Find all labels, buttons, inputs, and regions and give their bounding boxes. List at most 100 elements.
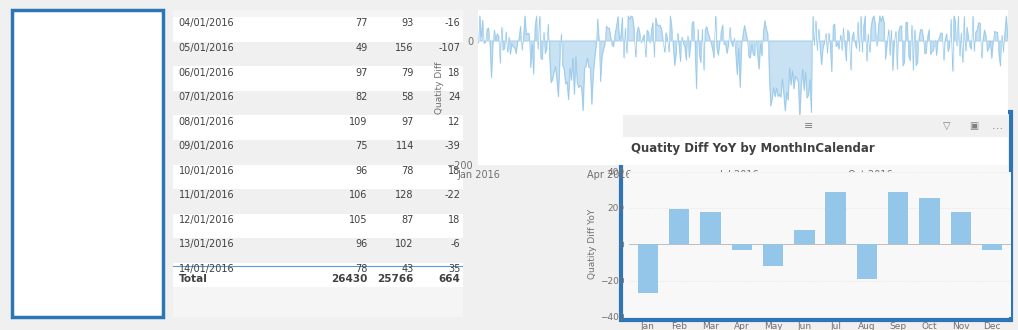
Text: 97: 97 xyxy=(401,116,414,127)
Text: 12/01/2016: 12/01/2016 xyxy=(179,215,234,225)
Text: 25766: 25766 xyxy=(378,274,414,284)
Text: 106: 106 xyxy=(349,190,367,200)
Text: 12: 12 xyxy=(448,116,460,127)
Text: 96: 96 xyxy=(355,166,367,176)
Text: ▽: ▽ xyxy=(110,18,116,27)
Text: 114: 114 xyxy=(395,141,414,151)
Text: 43: 43 xyxy=(402,264,414,274)
Text: 11/01/2016: 11/01/2016 xyxy=(179,190,234,200)
Text: 78: 78 xyxy=(401,166,414,176)
Text: Apr 2016: Apr 2016 xyxy=(49,113,93,123)
Text: 58: 58 xyxy=(401,92,414,102)
Bar xyxy=(982,244,1003,249)
Bar xyxy=(173,263,463,287)
Text: Jun 2016: Jun 2016 xyxy=(49,152,92,162)
Text: Jul 2016: Jul 2016 xyxy=(49,171,88,181)
Text: 35: 35 xyxy=(448,264,460,274)
Text: 06/01/2016: 06/01/2016 xyxy=(179,68,234,78)
Bar xyxy=(794,230,814,244)
Bar xyxy=(21,148,40,159)
Bar xyxy=(857,244,878,279)
Text: -22: -22 xyxy=(444,190,460,200)
Text: Sep 2016: Sep 2016 xyxy=(49,210,95,220)
X-axis label: Date: Date xyxy=(729,182,757,193)
Text: -39: -39 xyxy=(445,141,460,151)
Text: 08/01/2016: 08/01/2016 xyxy=(179,116,234,127)
Text: Jan 2016: Jan 2016 xyxy=(49,55,92,65)
Text: 664: 664 xyxy=(439,274,460,284)
Bar xyxy=(173,165,463,189)
Text: 18: 18 xyxy=(448,166,460,176)
Y-axis label: Quatity Diff: Quatity Diff xyxy=(436,61,444,114)
Bar xyxy=(888,191,908,244)
Text: ≡: ≡ xyxy=(83,17,92,27)
Text: Mar 2016: Mar 2016 xyxy=(49,94,95,104)
Text: 93: 93 xyxy=(402,18,414,28)
Bar xyxy=(173,140,463,165)
Text: ≡: ≡ xyxy=(803,121,813,131)
Bar xyxy=(669,209,689,244)
Text: 79: 79 xyxy=(401,68,414,78)
Bar xyxy=(12,10,163,36)
Bar xyxy=(21,129,40,139)
Bar xyxy=(173,238,463,263)
Text: ▣: ▣ xyxy=(130,18,138,27)
Text: 07/01/2016: 07/01/2016 xyxy=(179,92,234,102)
Text: 102: 102 xyxy=(395,239,414,249)
Text: 18: 18 xyxy=(448,215,460,225)
Text: 49: 49 xyxy=(355,43,367,53)
Text: 75: 75 xyxy=(355,141,367,151)
Bar xyxy=(951,213,971,244)
Text: 77: 77 xyxy=(355,18,367,28)
Text: 78: 78 xyxy=(355,264,367,274)
Text: …: … xyxy=(992,121,1003,131)
Bar xyxy=(700,213,721,244)
Text: ▽: ▽ xyxy=(944,121,951,131)
Bar xyxy=(732,244,752,249)
Text: 05/01/2016: 05/01/2016 xyxy=(179,43,234,53)
Text: 105: 105 xyxy=(349,215,367,225)
Text: 26430: 26430 xyxy=(331,274,367,284)
Text: May 2016: May 2016 xyxy=(49,133,97,143)
Bar xyxy=(21,90,40,101)
Text: Aug 2016: Aug 2016 xyxy=(49,191,95,201)
Text: MonthInCalen...: MonthInCalen... xyxy=(22,41,105,50)
Text: 87: 87 xyxy=(401,215,414,225)
Text: …: … xyxy=(149,17,159,27)
Text: 18: 18 xyxy=(448,68,460,78)
Text: -107: -107 xyxy=(439,43,460,53)
Bar xyxy=(173,42,463,66)
Text: -6: -6 xyxy=(451,239,460,249)
Text: ▣: ▣ xyxy=(969,121,978,131)
Text: 09/01/2016: 09/01/2016 xyxy=(179,141,234,151)
Text: Quatity Diff YoY by MonthInCalendar: Quatity Diff YoY by MonthInCalendar xyxy=(631,142,874,155)
Bar xyxy=(21,71,40,82)
Bar xyxy=(826,191,846,244)
Text: Oct 2016: Oct 2016 xyxy=(49,229,93,239)
Bar xyxy=(173,214,463,238)
Text: Total: Total xyxy=(179,274,208,284)
Bar xyxy=(919,198,940,244)
Bar xyxy=(637,244,658,293)
Bar xyxy=(21,167,40,178)
Bar xyxy=(16,305,159,314)
Bar xyxy=(173,115,463,140)
Bar xyxy=(21,187,40,197)
Bar xyxy=(173,17,463,42)
Bar xyxy=(21,225,40,236)
Text: 109: 109 xyxy=(349,116,367,127)
Text: 04/01/2016: 04/01/2016 xyxy=(179,18,234,28)
Bar xyxy=(173,91,463,116)
Text: 128: 128 xyxy=(395,190,414,200)
Text: 156: 156 xyxy=(395,43,414,53)
Bar xyxy=(21,51,40,62)
Bar xyxy=(762,244,783,266)
Text: Dec 2016: Dec 2016 xyxy=(49,268,95,278)
Y-axis label: Quatity Diff YoY: Quatity Diff YoY xyxy=(587,209,597,279)
Bar xyxy=(173,66,463,91)
Text: 24: 24 xyxy=(448,92,460,102)
Text: 96: 96 xyxy=(355,239,367,249)
Text: 97: 97 xyxy=(355,68,367,78)
Text: Nov 2016: Nov 2016 xyxy=(49,249,95,259)
Bar xyxy=(21,245,40,255)
